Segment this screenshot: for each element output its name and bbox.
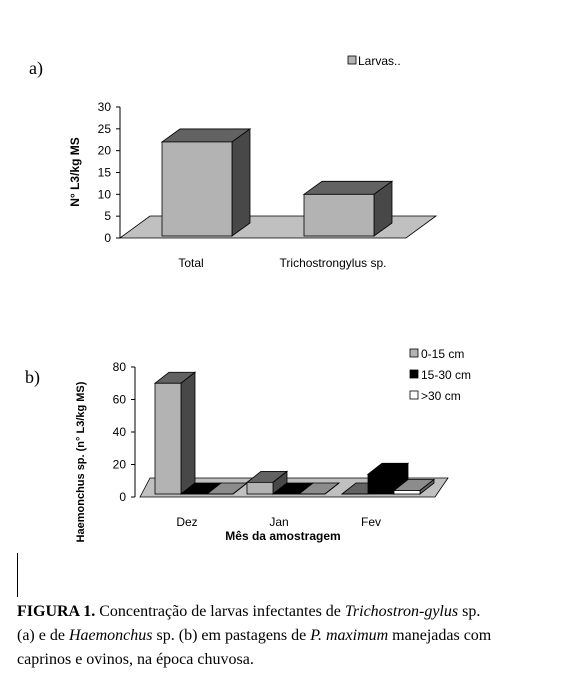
caption-label: FIGURA 1.: [17, 603, 96, 620]
caption-text-2: sp. (a) e de: [17, 603, 481, 644]
chart-b-bar-0-0-side: [180, 371, 196, 495]
chart-b-bar-2-2: [392, 478, 436, 495]
chart-b-y-tick-label: 0: [119, 490, 126, 504]
chart-b-bar-0-0-front: [154, 382, 182, 495]
caption-italic-3: P. maximum: [310, 627, 389, 644]
chart-a-bar-1-front: [303, 193, 375, 237]
figure-caption: FIGURA 1. Concentração de larvas infecta…: [17, 600, 497, 672]
chart-b-bar-2-1: [366, 462, 410, 495]
charts-svg: 0 5 10 15 20 25 30 N° L3/kg MS Total Trichostrong…: [68, 54, 471, 543]
chart-a-y-tick-label: 20: [98, 144, 112, 158]
chart-b-bar-1-0-front: [246, 481, 274, 495]
chart-a-y-tick-label: 5: [104, 209, 111, 223]
chart-b-bar-1-2: [297, 482, 341, 495]
chart-a-y-tick-label: 0: [104, 231, 111, 245]
chart-a-y-tick-label: 15: [98, 166, 112, 180]
side-rule: [17, 553, 18, 597]
chart-b-legend-label: 0-15 cm: [421, 347, 464, 361]
chart-b-legend-swatch: [409, 348, 419, 358]
chart-b-y-tick-label: 20: [113, 458, 127, 472]
chart-a-y-tick-label: 25: [98, 122, 112, 136]
chart-a-bar-0-side: [231, 128, 251, 237]
chart-b-bar-2-2-front: [393, 490, 421, 495]
chart-a-category-label: Total: [178, 256, 203, 270]
chart-a-bar-0: [160, 128, 252, 237]
chart-b-legend-label: 15-30 cm: [421, 368, 471, 382]
chart-b-y-tick-label: 60: [113, 393, 127, 407]
chart-a-y-tick-label: 30: [98, 100, 112, 114]
caption-italic-2: Haemonchus: [68, 627, 153, 644]
chart-b-category-label: Dez: [176, 515, 197, 529]
panel-a-letter: a): [29, 58, 43, 78]
chart-b-bar-1-2-side: [324, 482, 340, 495]
chart-b-bar-1-0: [245, 470, 289, 495]
chart-a-bar-0-front: [161, 141, 233, 237]
chart-b-y-label: Haemonchus sp. (n° L3/kg MS): [75, 381, 87, 542]
panel-b-letter: b): [25, 367, 40, 387]
chart-b-bar-0-0: [153, 371, 197, 495]
chart-b-legend-swatch: [409, 369, 419, 379]
caption-text-4: manejadas com caprinos e ovinos, na époc…: [17, 627, 492, 668]
chart-b-category-label: Jan: [269, 515, 288, 529]
chart-b-bar-2-1-front: [367, 473, 395, 495]
chart-b-x-label: Mês da amostragem: [225, 529, 340, 543]
chart-a-bar-1: [302, 180, 394, 237]
chart-a-legend-label: Larvas..: [358, 54, 401, 68]
chart-a-category-label: Trichostrongylus sp.: [280, 256, 387, 270]
chart-a-legend-swatch: [347, 55, 357, 65]
chart-b-legend-label: >30 cm: [421, 389, 461, 403]
chart-b-legend-swatch: [409, 390, 419, 400]
chart-b-y-tick-label: 40: [113, 425, 127, 439]
chart-a-y-label: N° L3/kg MS: [68, 137, 82, 206]
chart-b-y-tick-label: 80: [113, 360, 127, 374]
chart-b-category-label: Fev: [361, 515, 381, 529]
caption-text-3: sp. (b) em pastagens de: [152, 627, 311, 644]
chart-a-y-tick-label: 10: [98, 187, 112, 201]
caption-text-1: Concentração de larvas infectantes de: [95, 603, 345, 620]
caption-italic-1: Trichostron-gylus: [344, 603, 459, 620]
